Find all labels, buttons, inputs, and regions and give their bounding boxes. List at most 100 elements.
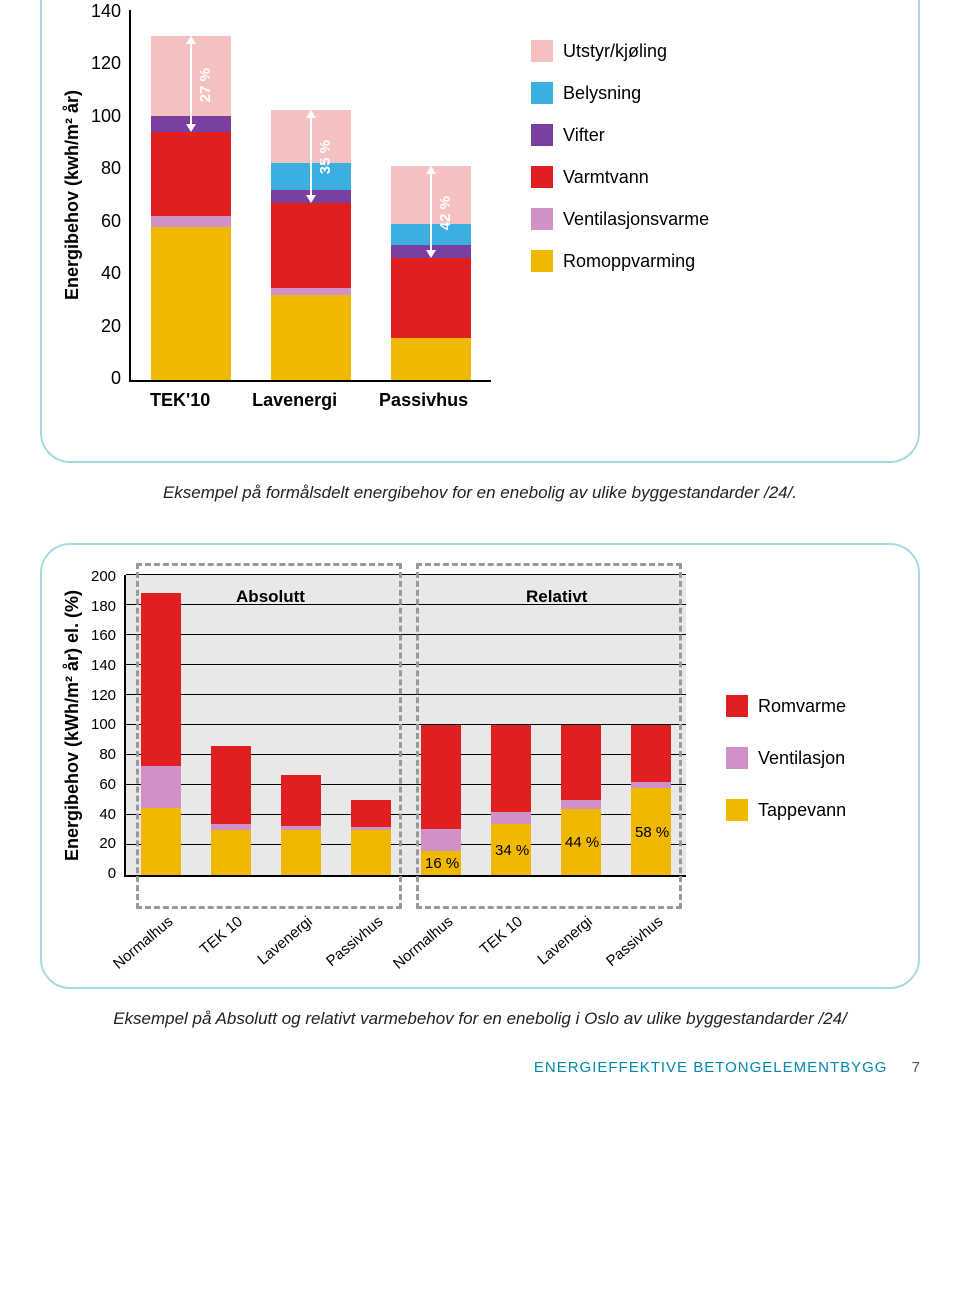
y-tick: 60 (99, 776, 116, 793)
chart2-bars: 16 % 34 % 44 % 58 % (126, 575, 686, 875)
bar-segment (211, 830, 251, 875)
bar-segment (271, 288, 351, 296)
chart1-panel: Energibehov (kwh/m² år) 1401201008060402… (40, 0, 920, 463)
legend-item: Romoppvarming (531, 250, 709, 272)
legend-item: Utstyr/kjøling (531, 40, 709, 62)
bar-segment (281, 830, 321, 875)
y-tick: 40 (101, 263, 121, 284)
y-tick: 80 (99, 746, 116, 763)
annot-arrow (310, 116, 312, 197)
annot-label: 27 % (197, 68, 214, 102)
x-label: TEK 10 (477, 913, 526, 958)
y-tick: 140 (91, 1, 121, 22)
y-tick: 0 (108, 865, 116, 882)
bar: 58 % (631, 725, 671, 875)
bar-segment (141, 766, 181, 808)
bar: 44 % (561, 725, 601, 875)
legend-item: Ventilasjon (726, 747, 846, 769)
legend-swatch (531, 124, 553, 146)
annot-label: 35 % (317, 140, 334, 174)
x-label: Passivhus (323, 913, 386, 970)
y-tick: 100 (91, 106, 121, 127)
y-tick: 40 (99, 806, 116, 823)
chart2-y-ticks: 200180160140120100806040200 (91, 568, 124, 882)
legend-swatch (726, 695, 748, 717)
x-label: Passivhus (379, 390, 468, 411)
chart1-x-labels: TEK'10 Lavenergi Passivhus (129, 390, 489, 411)
x-label: Normalhus (109, 913, 175, 973)
pct-label: 44 % (565, 834, 599, 851)
x-label: TEK'10 (150, 390, 210, 411)
bar (141, 593, 181, 875)
legend-label: Vifter (563, 125, 605, 146)
bar: 35 % (271, 110, 351, 380)
pct-label: 16 % (425, 855, 459, 872)
bar-segment (491, 725, 531, 812)
pct-label: 58 % (635, 824, 669, 841)
bar (211, 746, 251, 875)
legend-label: Utstyr/kjøling (563, 41, 667, 62)
chart2-plot: Absolutt Relativt 16 %34 %44 %58 % (124, 575, 686, 877)
legend-swatch (531, 82, 553, 104)
y-tick: 200 (91, 568, 116, 585)
legend-swatch (531, 40, 553, 62)
legend-swatch (726, 799, 748, 821)
legend-label: Romvarme (758, 696, 846, 717)
x-label: Lavenergi (252, 390, 337, 411)
bar-segment (421, 829, 461, 852)
y-tick: 80 (101, 158, 121, 179)
footer-title: ENERGIEFFEKTIVE BETONGELEMENTBYGG (534, 1059, 888, 1076)
bar-segment (631, 725, 671, 782)
chart2-wrap: Energibehov (kWh/m² år) el. (%) 20 0 180 16… (62, 575, 898, 937)
legend-label: Ventilasjonsvarme (563, 209, 709, 230)
bar-segment (141, 808, 181, 876)
y-tick: 20 (99, 835, 116, 852)
bar-segment (211, 746, 251, 824)
y-tick: 160 (91, 627, 116, 644)
bar-segment (351, 800, 391, 827)
y-tick: 120 (91, 687, 116, 704)
pct-label: 34 % (495, 842, 529, 859)
bar (281, 775, 321, 876)
chart2-y-label: Energibehov (kWh/m² år) el. (%) (62, 575, 83, 875)
chart2-panel: Energibehov (kWh/m² år) el. (%) 20018016… (40, 543, 920, 989)
y-tick: 120 (91, 53, 121, 74)
chart1-caption: Eksempel på formålsdelt energibehov for … (0, 483, 960, 503)
chart1-plot: 27 % 35 % 42 % (129, 10, 491, 382)
bar-segment (271, 295, 351, 380)
legend-item: Belysning (531, 82, 709, 104)
chart1-y-label: Energibehov (kwh/m² år) (62, 10, 83, 380)
chart2-caption: Eksempel på Absolutt og relativt varmebe… (0, 1009, 960, 1029)
x-label: TEK 10 (197, 913, 246, 958)
bar-segment (491, 812, 531, 824)
y-tick: 0 (111, 368, 121, 389)
bar-segment (351, 830, 391, 875)
legend-swatch (531, 250, 553, 272)
legend-swatch (531, 208, 553, 230)
y-tick: 140 (91, 657, 116, 674)
bar-segment (421, 725, 461, 829)
chart1-y-ticks: 140120100806040200 (91, 1, 129, 389)
x-label: Lavenergi (255, 913, 316, 968)
x-label: Passivhus (603, 913, 666, 970)
chart1-bars: 27 % 35 % 42 % (131, 10, 491, 380)
y-tick: 20 (101, 316, 121, 337)
legend-item: Vifter (531, 124, 709, 146)
y-tick: 180 (91, 598, 116, 615)
legend-swatch (531, 166, 553, 188)
bar-segment (391, 338, 471, 380)
bar-segment (271, 203, 351, 288)
legend-swatch (726, 747, 748, 769)
bar-segment (281, 775, 321, 826)
bar-segment (151, 227, 231, 380)
chart1-wrap: Energibehov (kwh/m² år) 1401201008060402… (62, 10, 898, 411)
bar (351, 800, 391, 875)
annot-arrow (430, 172, 432, 253)
chart2-legend: RomvarmeVentilasjonTappevann (726, 695, 846, 821)
legend-label: Romoppvarming (563, 251, 695, 272)
bar: 42 % (391, 166, 471, 380)
x-label: Normalhus (389, 913, 455, 973)
bar-segment (561, 800, 601, 809)
bar-segment (151, 216, 231, 227)
footer-page: 7 (912, 1059, 920, 1076)
